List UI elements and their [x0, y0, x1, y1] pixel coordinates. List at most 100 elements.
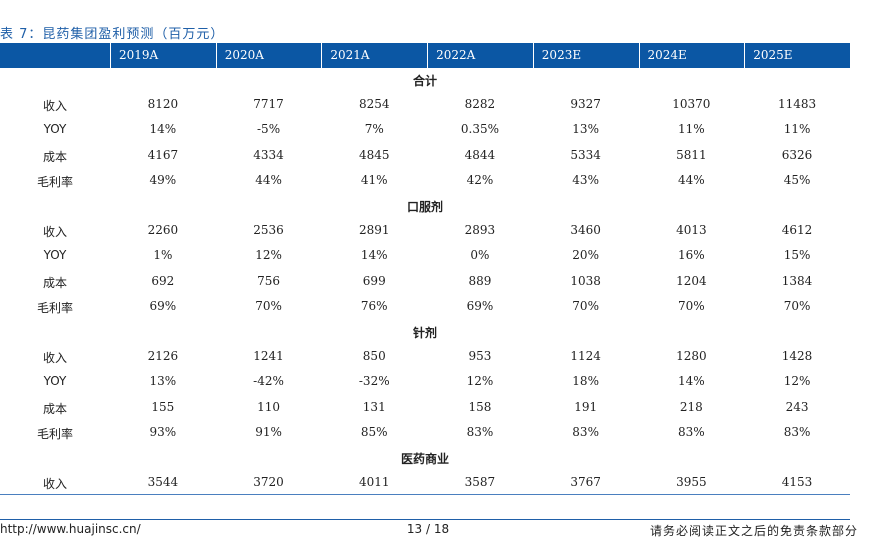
cell: 69% [149, 298, 177, 313]
cell: 1428 [781, 349, 813, 364]
footer-url: http://www.huajinsc.cn/ [0, 522, 141, 536]
cell: 5811 [676, 147, 707, 162]
cell: 1204 [676, 273, 707, 288]
footer-rule [0, 519, 850, 520]
cell: 756 [257, 273, 280, 288]
page-number: 13 / 18 [406, 522, 450, 536]
cell: 2536 [253, 223, 284, 238]
cell: -42% [253, 374, 284, 389]
cell: 1% [153, 248, 173, 263]
cell: 218 [679, 399, 703, 414]
cell: 8254 [358, 97, 390, 112]
cell: 850 [362, 349, 386, 364]
cell: -5% [257, 122, 281, 137]
cell: 1280 [676, 349, 707, 364]
cell: 93% [149, 424, 177, 439]
section-header: 合计 [412, 74, 437, 88]
cell: 953 [468, 349, 492, 364]
cell: 76% [360, 298, 388, 313]
cell: 13% [149, 374, 177, 389]
cell: 20% [572, 248, 599, 263]
cell: 12% [255, 248, 282, 263]
column-header: 2023E [541, 48, 582, 62]
cell: 3587 [464, 475, 496, 490]
column-separator [321, 43, 323, 68]
cell: 70% [678, 298, 705, 313]
row-label: 毛利率 [36, 300, 73, 315]
cell: 0.35% [460, 122, 499, 137]
cell: 3720 [253, 475, 284, 490]
cell: 14% [360, 248, 388, 263]
cell: 4845 [358, 147, 390, 162]
cell: 699 [362, 273, 386, 288]
cell: 1384 [781, 273, 813, 288]
row-label: 毛利率 [36, 174, 73, 189]
cell: 13% [572, 122, 599, 137]
cell: 4612 [781, 223, 813, 238]
cell: 85% [360, 424, 388, 439]
cell: 7% [364, 122, 384, 137]
column-header: 2021A [330, 48, 370, 62]
column-separator [215, 43, 217, 68]
cell: 3767 [570, 475, 601, 490]
column-separator [427, 43, 429, 68]
column-header: 2022A [436, 48, 476, 62]
cell: 3460 [570, 223, 601, 238]
cell: 9327 [570, 97, 601, 112]
column-header: 2024E [647, 48, 687, 62]
column-header: 2020A [224, 48, 264, 62]
cell: 15% [783, 248, 811, 263]
cell: 16% [678, 248, 705, 263]
cell: 2891 [358, 223, 390, 238]
cell: 1241 [253, 349, 284, 364]
column-separator [110, 43, 111, 68]
cell: 44% [255, 172, 282, 187]
section-header: 口服剂 [406, 200, 443, 214]
cell: 0% [470, 248, 490, 263]
cell: 69% [466, 298, 494, 313]
cell: 4844 [464, 147, 496, 162]
cell: 2126 [147, 349, 179, 364]
row-label: YOY [43, 374, 67, 389]
cell: 83% [466, 424, 494, 439]
cell: 18% [572, 374, 599, 389]
cell: 83% [678, 424, 705, 439]
cell: 4153 [781, 475, 813, 490]
cell: 2893 [464, 223, 496, 238]
cell: 1124 [570, 349, 601, 364]
row-label: 成本 [42, 275, 67, 290]
cell: 889 [468, 273, 492, 288]
cell: 45% [783, 172, 811, 187]
cell: 191 [574, 399, 598, 414]
cell: 3544 [147, 475, 179, 490]
cell: 243 [785, 399, 809, 414]
cell: 44% [678, 172, 705, 187]
section-header: 针剂 [412, 326, 437, 340]
cell: 11483 [777, 97, 817, 112]
column-separator [744, 43, 746, 68]
cell: 8282 [464, 97, 496, 112]
cell: 12% [783, 374, 811, 389]
cell: 1038 [570, 273, 601, 288]
cell: 91% [255, 424, 282, 439]
cell: 6326 [781, 147, 813, 162]
row-label: 收入 [42, 99, 67, 114]
cell: -32% [358, 374, 390, 389]
cell: 70% [783, 298, 811, 313]
column-separator [532, 43, 534, 68]
column-header: 2025E [753, 48, 793, 62]
cell: 4013 [676, 223, 707, 238]
cell: 4334 [253, 147, 284, 162]
cell: 4011 [358, 475, 390, 490]
column-header: 2019A [119, 48, 159, 62]
row-label: 成本 [42, 401, 67, 416]
table-header: 2019A 2020A 2021A 2022A 2023E 2024E 2025E [0, 43, 850, 68]
cell: 43% [572, 172, 599, 187]
table-title: 表 7：昆药集团盈利预测（百万元） [0, 27, 225, 42]
cell: 2260 [147, 223, 179, 238]
row-label: 成本 [42, 149, 67, 164]
cell: 12% [466, 374, 494, 389]
cell: 49% [149, 172, 177, 187]
row-label: 收入 [42, 351, 67, 366]
cell: 70% [255, 298, 282, 313]
